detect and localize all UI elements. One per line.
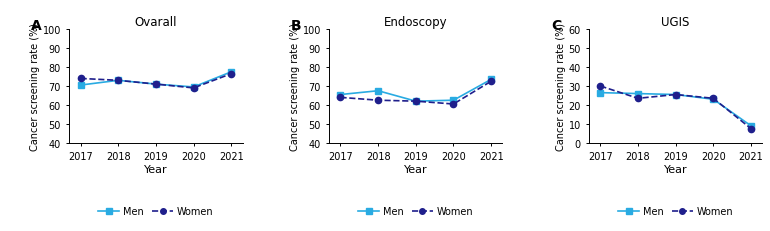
Legend: Men, Women: Men, Women (354, 202, 477, 220)
Title: UGIS: UGIS (661, 16, 690, 29)
Text: C: C (551, 19, 561, 33)
Title: Ovarall: Ovarall (135, 16, 177, 29)
Text: B: B (291, 19, 302, 33)
Y-axis label: Cancer screening rate (%): Cancer screening rate (%) (556, 23, 565, 150)
Y-axis label: Cancer screening rate (%): Cancer screening rate (%) (290, 23, 300, 150)
Title: Endoscopy: Endoscopy (384, 16, 447, 29)
X-axis label: Year: Year (404, 164, 427, 174)
Text: A: A (31, 19, 42, 33)
Legend: Men, Women: Men, Women (614, 202, 738, 220)
Legend: Men, Women: Men, Women (94, 202, 218, 220)
Y-axis label: Cancer screening rate (%): Cancer screening rate (%) (30, 23, 40, 150)
X-axis label: Year: Year (664, 164, 688, 174)
X-axis label: Year: Year (144, 164, 168, 174)
